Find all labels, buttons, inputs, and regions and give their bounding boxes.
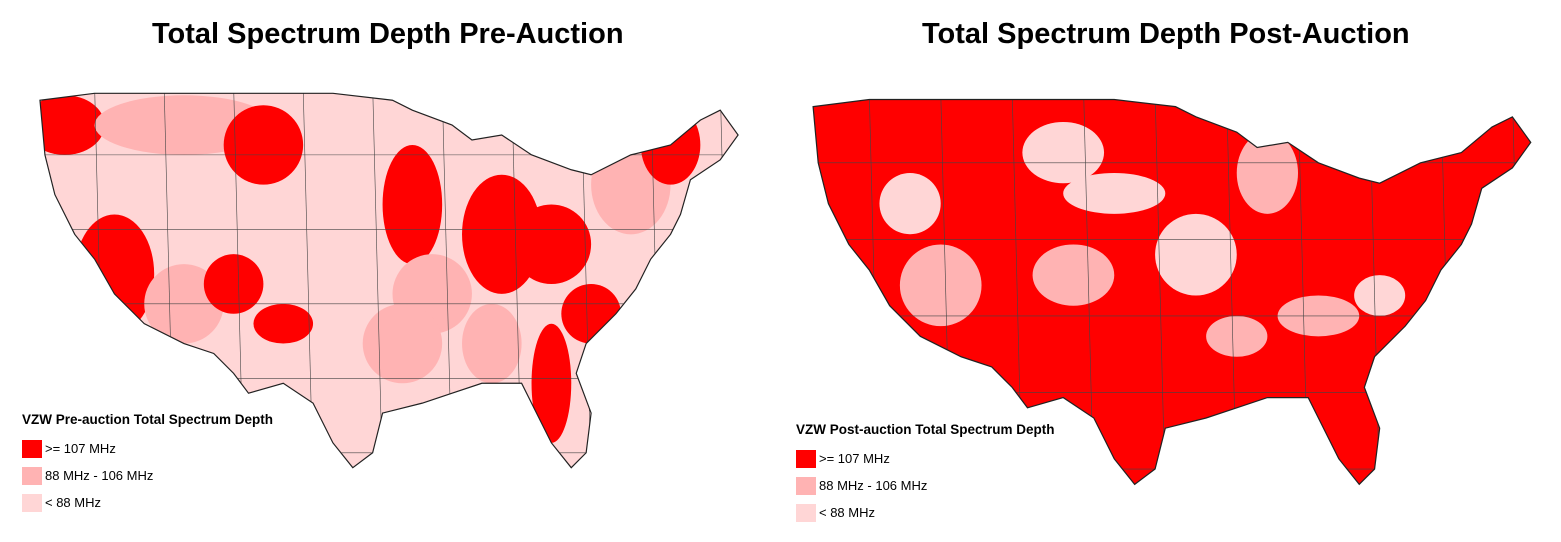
legend-item-high: >= 107 MHz [22, 435, 273, 462]
post-auction-map-region [1206, 315, 1268, 357]
legend-label: 88 MHz - 106 MHz [819, 478, 928, 493]
post-auction-legend: VZW Post-auction Total Spectrum Depth >=… [796, 422, 1055, 526]
pre-auction-map-region [382, 144, 443, 265]
legend-label: < 88 MHz [819, 505, 875, 520]
post-auction-map-region [899, 244, 982, 327]
pre-auction-map-region [511, 204, 592, 284]
legend-label: >= 107 MHz [45, 441, 116, 456]
pre-auction-map-region [561, 283, 621, 344]
pre-auction-map-region [74, 214, 155, 334]
pre-auction-map-region [39, 95, 105, 155]
legend-item-mid: 88 MHz - 106 MHz [22, 462, 273, 489]
legend-label: < 88 MHz [45, 495, 101, 510]
post-auction-map-region [1032, 244, 1115, 306]
legend-label: 88 MHz - 106 MHz [45, 468, 154, 483]
state-border [1154, 99, 1166, 485]
legend-label: >= 107 MHz [819, 451, 890, 466]
post-auction-map-region [879, 173, 941, 235]
pre-auction-map-region [223, 105, 304, 185]
pre-auction-map-region [203, 254, 264, 314]
post-auction-map-region [1354, 275, 1406, 316]
post-auction-map [812, 98, 1532, 486]
legend-title: VZW Post-auction Total Spectrum Depth [796, 422, 1055, 437]
post-auction-map-region [1022, 121, 1105, 184]
pre-auction-map-region [462, 303, 522, 384]
pre-auction-map-region [253, 303, 314, 344]
pre-auction-map-region [531, 323, 572, 443]
pre-auction-map [39, 92, 739, 469]
pre-auction-map-region [362, 303, 443, 384]
post-auction-map-region [1236, 132, 1298, 214]
state-border [1440, 99, 1452, 485]
us-outline [39, 92, 739, 469]
state-border [372, 93, 383, 468]
pre-auction-legend: VZW Pre-auction Total Spectrum Depth >= … [22, 412, 273, 516]
legend-item-low: < 88 MHz [22, 489, 273, 516]
state-border [650, 93, 661, 468]
legend-item-low: < 88 MHz [796, 499, 1055, 526]
us-outline [812, 98, 1532, 486]
post-auction-map-region [1155, 213, 1237, 296]
legend-title: VZW Pre-auction Total Spectrum Depth [22, 412, 274, 427]
post-auction-map-region [1063, 173, 1166, 214]
pre-auction-title: Total Spectrum Depth Pre-Auction [152, 18, 624, 50]
legend-item-mid: 88 MHz - 106 MHz [796, 472, 1055, 499]
legend-item-high: >= 107 MHz [796, 445, 1055, 472]
post-auction-title: Total Spectrum Depth Post-Auction [922, 18, 1410, 50]
